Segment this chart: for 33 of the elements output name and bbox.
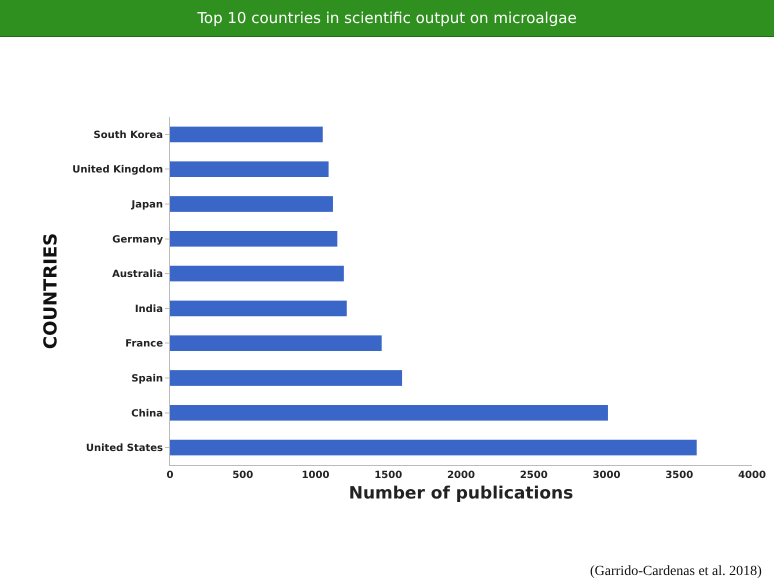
y-tick-label: Spain bbox=[131, 374, 163, 384]
y-tick-label: United States bbox=[86, 443, 164, 454]
y-tick-label: Germany bbox=[112, 234, 164, 246]
y-tick-label: Australia bbox=[112, 269, 163, 280]
y-tick-label: India bbox=[134, 304, 163, 315]
x-tick-label: 2000 bbox=[447, 470, 475, 481]
bar bbox=[170, 161, 329, 178]
x-tick-label: 4000 bbox=[738, 470, 766, 481]
y-axis-title: COUNTRIES bbox=[40, 232, 62, 350]
x-tick-label: 1000 bbox=[302, 470, 330, 481]
x-tick-label: 2500 bbox=[520, 470, 548, 481]
bar bbox=[170, 266, 344, 282]
y-tick-label: China bbox=[131, 408, 163, 420]
y-tick-label: United Kingdom bbox=[72, 164, 163, 176]
bar bbox=[170, 126, 323, 142]
x-axis-title: Number of publications bbox=[348, 483, 574, 504]
y-tick-label: South Korea bbox=[94, 130, 163, 141]
x-tick-label: 500 bbox=[232, 470, 254, 481]
bar bbox=[170, 230, 338, 247]
y-tick-label: Japan bbox=[130, 200, 163, 210]
x-tick-label: 0 bbox=[166, 470, 174, 481]
bar bbox=[170, 335, 382, 352]
chart-title: Top 10 countries in scientific output on microalgae bbox=[0, 0, 774, 37]
x-tick-label: 3500 bbox=[665, 470, 694, 481]
bar bbox=[170, 370, 402, 386]
bar bbox=[170, 404, 608, 421]
bar bbox=[170, 440, 697, 456]
y-tick-label: France bbox=[125, 338, 164, 350]
x-tick-label: 3000 bbox=[592, 470, 620, 481]
text: (Garrido-Cardenas et al. 2018) bbox=[590, 564, 762, 579]
x-tick-label: 1500 bbox=[374, 470, 402, 481]
bar bbox=[170, 300, 347, 316]
bar bbox=[170, 196, 333, 212]
